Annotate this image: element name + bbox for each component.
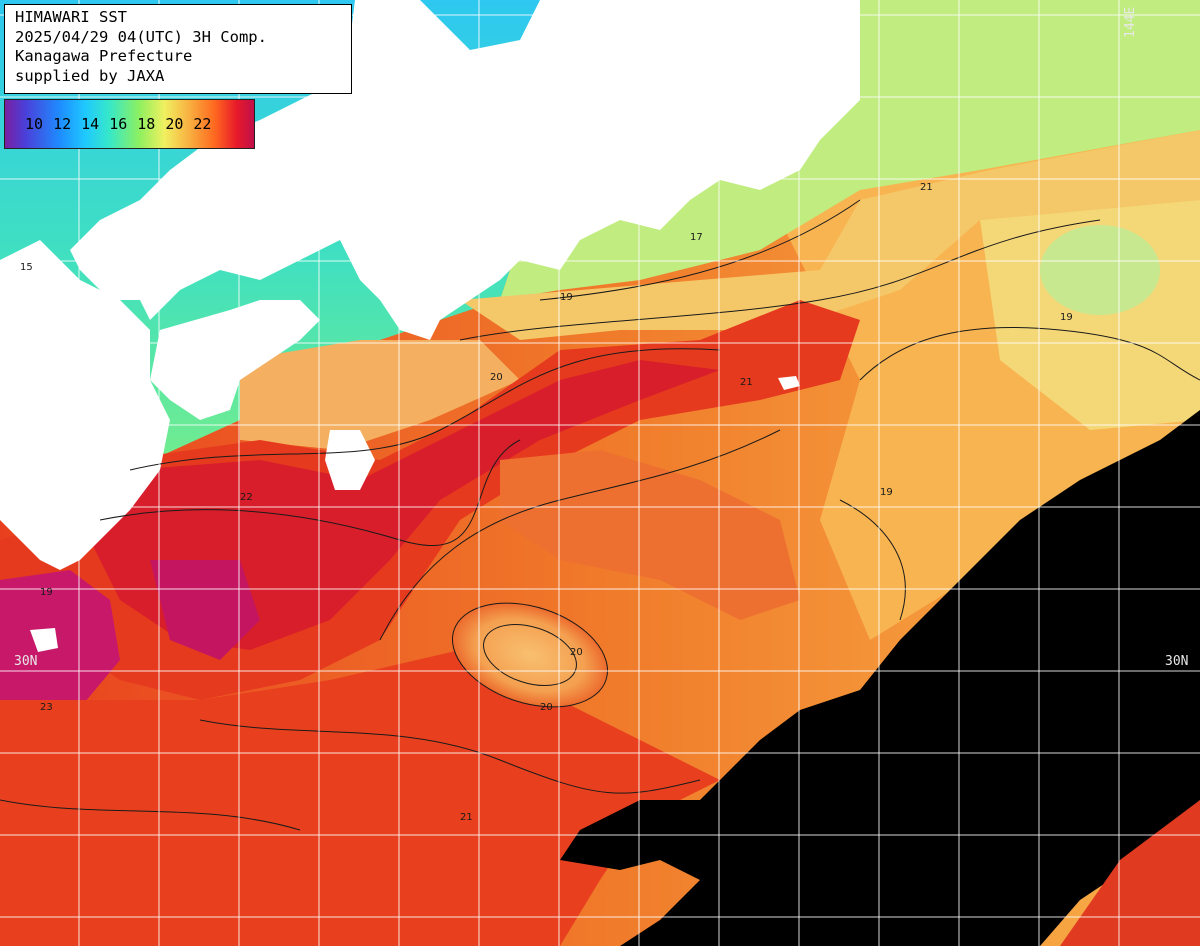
legend-value: 12 (53, 115, 72, 133)
title-box: HIMAWARI SST 2025/04/29 04(UTC) 3H Comp.… (4, 4, 352, 94)
land-honshu (70, 0, 860, 340)
temperature-legend: 10 12 14 16 18 20 22 (4, 99, 255, 149)
contour-line (199, 719, 701, 794)
legend-value: 18 (137, 115, 156, 133)
title-line-4: supplied by JAXA (15, 66, 165, 85)
title-line-2: 2025/04/29 04(UTC) 3H Comp. (15, 27, 267, 46)
land-islet (778, 376, 800, 390)
title-line-1: HIMAWARI SST (15, 8, 127, 26)
legend-value: 20 (165, 115, 184, 133)
land-kyushu (0, 240, 170, 570)
contour-line (129, 348, 721, 471)
contour-line (99, 439, 521, 547)
mid-sea-patch (500, 450, 800, 620)
contour-line (0, 799, 301, 831)
title-line-3: Kanagawa Prefecture (15, 47, 193, 65)
warm-pool-inner (150, 560, 260, 660)
legend-value: 14 (81, 115, 100, 133)
contour-line (839, 499, 906, 621)
warm-pool-west (0, 570, 120, 730)
shelf-front (460, 130, 1200, 340)
contour-line (539, 199, 861, 301)
bay-waters (240, 340, 520, 450)
land-kii-tip (325, 430, 375, 490)
lat-label-right: 30N (1165, 654, 1189, 669)
southern-warm-field (0, 650, 720, 946)
cool-eddy-east (1040, 225, 1160, 315)
contour-eddy (451, 602, 609, 708)
land-shikoku (150, 300, 320, 420)
central-eddy (452, 603, 608, 707)
no-data-mask (560, 410, 1200, 946)
land-island (30, 628, 58, 652)
legend-value: 22 (193, 115, 212, 133)
warm-core (90, 360, 720, 650)
contour-line (859, 327, 1200, 381)
contour-eddy-inner (483, 624, 577, 686)
legend-value: 16 (109, 115, 128, 133)
contour-line (379, 429, 781, 641)
legend-value: 10 (25, 115, 44, 133)
lon-label-top: 144E (1123, 6, 1138, 38)
se-warm-strip (1060, 800, 1200, 946)
lat-label-left: 30N (14, 654, 38, 669)
